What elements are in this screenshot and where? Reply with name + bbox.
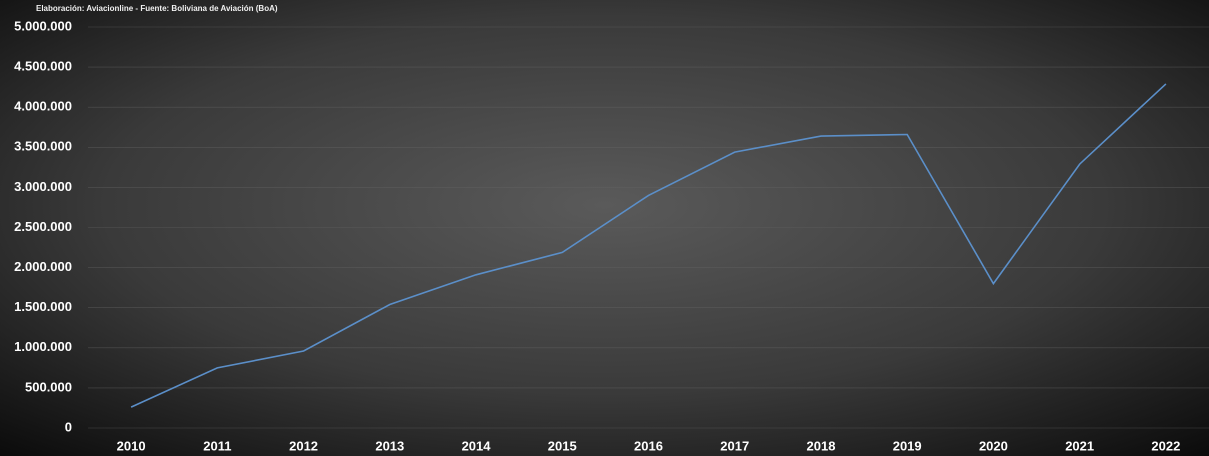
x-tick-label: 2016: [634, 438, 663, 453]
x-tick-label: 2014: [462, 438, 492, 453]
y-tick-label: 3.000.000: [14, 179, 72, 194]
y-tick-label: 3.500.000: [14, 139, 72, 154]
y-tick-label: 2.500.000: [14, 219, 72, 234]
y-tick-label: 4.000.000: [14, 99, 72, 114]
chart-subtitle: Elaboración: Aviacionline - Fuente: Boli…: [36, 4, 278, 13]
y-tick-label: 1.000.000: [14, 339, 72, 354]
x-tick-label: 2017: [720, 438, 749, 453]
y-tick-label: 500.000: [25, 379, 72, 394]
x-tick-label: 2012: [289, 438, 318, 453]
x-tick-label: 2013: [375, 438, 404, 453]
data-line: [130, 83, 1167, 408]
x-tick-label: 2011: [203, 438, 231, 453]
y-tick-label: 1.500.000: [14, 299, 72, 314]
x-tick-label: 2021: [1065, 438, 1094, 453]
x-tick-label: 2019: [893, 438, 922, 453]
y-tick-label: 2.000.000: [14, 259, 72, 274]
y-tick-label: 4.500.000: [14, 59, 72, 74]
x-tick-label: 2018: [807, 438, 836, 453]
y-tick-label: 0: [65, 419, 72, 434]
x-tick-label: 2020: [979, 438, 1008, 453]
x-tick-label: 2010: [117, 438, 146, 453]
x-tick-label: 2022: [1151, 438, 1180, 453]
y-tick-label: 5.000.000: [14, 18, 72, 33]
x-tick-label: 2015: [548, 438, 577, 453]
